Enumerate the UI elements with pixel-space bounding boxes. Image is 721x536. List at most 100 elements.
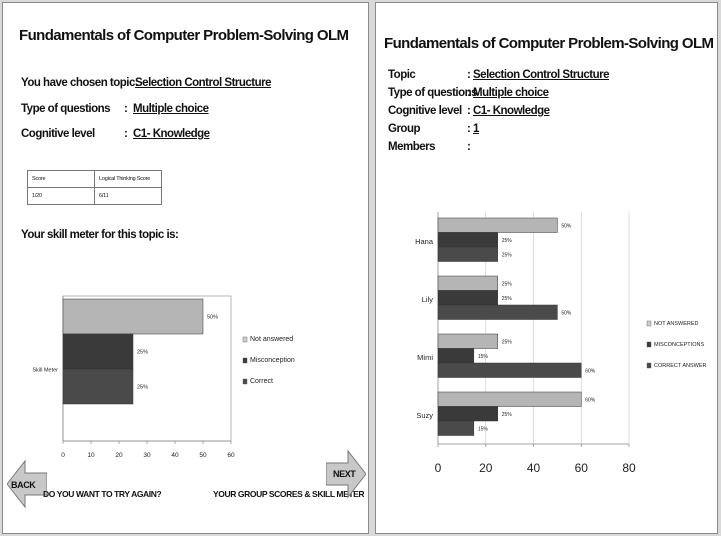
legend-label: MISCONCEPTIONS bbox=[654, 342, 704, 348]
colon: : bbox=[467, 123, 471, 135]
data-label: 25% bbox=[137, 350, 148, 356]
bar bbox=[62, 368, 134, 405]
bar bbox=[437, 333, 498, 349]
logical-score-header: Logical Thinking Score bbox=[94, 170, 162, 188]
data-label: 50% bbox=[561, 223, 572, 229]
table-row: Score Logical Thinking Score bbox=[27, 170, 162, 188]
data-label: 15% bbox=[478, 426, 489, 432]
bar bbox=[437, 348, 475, 364]
x-tick-label: 40 bbox=[171, 452, 179, 459]
bar bbox=[437, 304, 558, 320]
category-label: Skill Meter bbox=[32, 368, 58, 374]
question-type-label: Type of questions bbox=[388, 87, 478, 99]
bar bbox=[437, 217, 558, 233]
colon: : bbox=[467, 105, 471, 117]
category-label: Mimi bbox=[417, 353, 433, 362]
legend-swatch bbox=[646, 341, 652, 348]
x-tick-label: 80 bbox=[622, 461, 636, 475]
x-tick-label: 60 bbox=[227, 452, 235, 459]
data-label: 25% bbox=[502, 252, 513, 258]
legend-label: Misconception bbox=[250, 357, 295, 364]
topic-value: Selection Control Structure bbox=[473, 69, 610, 81]
legend-label: CORRECT ANSWER bbox=[654, 363, 706, 369]
data-label: 25% bbox=[502, 296, 513, 302]
legend-label: Correct bbox=[250, 378, 273, 385]
category-label: Suzy bbox=[416, 411, 433, 420]
question-type-label: Type of questions bbox=[21, 103, 111, 115]
next-arrow-icon bbox=[326, 449, 366, 499]
topic-label: Topic bbox=[388, 69, 416, 81]
table-row: 1/20 6/11 bbox=[27, 187, 162, 205]
group-scores-chart: 0 20 40 60 80 Hana 50% 25% 25% Lily 25% 25% 50% Mimi 2… bbox=[415, 212, 706, 475]
score-header: Score bbox=[27, 170, 95, 188]
back-button[interactable] bbox=[7, 459, 47, 509]
group-value[interactable]: 1 bbox=[473, 123, 479, 135]
bar bbox=[437, 420, 475, 436]
page-title: Fundamentals of Computer Problem-Solving… bbox=[19, 27, 349, 44]
try-again-link[interactable]: DO YOU WANT TO TRY AGAIN? bbox=[43, 489, 162, 499]
data-label: 25% bbox=[502, 238, 513, 244]
x-tick-label: 40 bbox=[527, 461, 541, 475]
data-label: 25% bbox=[502, 412, 513, 418]
skill-meter-heading: Your skill meter for this topic is: bbox=[21, 229, 179, 241]
bar bbox=[437, 275, 498, 291]
colon: : bbox=[124, 128, 128, 140]
topic-value: Selection Control Structure bbox=[135, 77, 272, 89]
x-tick-label: 50 bbox=[199, 452, 207, 459]
page-title: Fundamentals of Computer Problem-Solving… bbox=[384, 35, 714, 52]
cognitive-level-label: Cognitive level bbox=[21, 128, 95, 140]
score-table: Score Logical Thinking Score 1/20 6/11 bbox=[27, 170, 162, 205]
cognitive-level-label: Cognitive level bbox=[388, 105, 462, 117]
colon: : bbox=[467, 87, 471, 99]
legend-swatch bbox=[646, 362, 652, 369]
x-tick-label: 20 bbox=[479, 461, 493, 475]
x-tick-label: 0 bbox=[435, 461, 442, 475]
question-type-value: Multiple choice bbox=[133, 103, 209, 115]
data-label: 25% bbox=[137, 385, 148, 391]
cognitive-level-value: C1- Knowledge bbox=[473, 105, 550, 117]
data-label: 60% bbox=[585, 397, 596, 403]
colon: : bbox=[467, 69, 471, 81]
legend-swatch bbox=[242, 357, 248, 364]
x-tick-label: 30 bbox=[143, 452, 151, 459]
next-label[interactable]: NEXT bbox=[333, 469, 356, 479]
legend-label: Not answered bbox=[250, 336, 293, 343]
colon: : bbox=[467, 141, 471, 153]
group-label: Group bbox=[388, 123, 421, 135]
data-label: 60% bbox=[585, 368, 596, 374]
group-scores-link[interactable]: YOUR GROUP SCORES & SKILL METER bbox=[213, 489, 365, 499]
legend-label: NOT ANSWERED bbox=[654, 321, 699, 327]
logical-score-value: 6/11 bbox=[94, 187, 162, 205]
legend-swatch bbox=[242, 336, 248, 343]
category-label: Lily bbox=[422, 295, 434, 304]
bar bbox=[62, 298, 204, 335]
next-button[interactable] bbox=[326, 449, 366, 499]
bar bbox=[437, 246, 498, 262]
bar bbox=[437, 406, 498, 422]
bar bbox=[437, 290, 498, 306]
data-label: 25% bbox=[502, 281, 513, 287]
skill-meter-chart: 0 10 20 30 40 50 60 Skill Meter 50% 25% 25% Not ans… bbox=[32, 295, 295, 459]
individual-olm-panel: Fundamentals of Computer Problem-Solving… bbox=[2, 2, 369, 534]
back-arrow-icon bbox=[7, 459, 47, 509]
cognitive-level-value: C1- Knowledge bbox=[133, 128, 210, 140]
x-tick-label: 10 bbox=[87, 452, 95, 459]
category-label: Hana bbox=[415, 237, 434, 246]
bar bbox=[62, 333, 134, 370]
topic-label: You have chosen topic: bbox=[21, 77, 139, 89]
question-type-value: Multiple choice bbox=[473, 87, 549, 99]
x-tick-label: 20 bbox=[115, 452, 123, 459]
data-label: 25% bbox=[502, 339, 513, 345]
data-label: 15% bbox=[478, 354, 489, 360]
data-label: 50% bbox=[207, 315, 218, 321]
back-label[interactable]: BACK bbox=[11, 480, 36, 490]
x-tick-label: 0 bbox=[61, 452, 65, 459]
score-value: 1/20 bbox=[27, 187, 95, 205]
x-tick-label: 60 bbox=[575, 461, 589, 475]
data-label: 50% bbox=[561, 310, 572, 316]
bar bbox=[437, 232, 498, 248]
members-label: Members bbox=[388, 141, 436, 153]
bar bbox=[437, 362, 582, 378]
colon: : bbox=[124, 103, 128, 115]
legend-swatch bbox=[242, 378, 248, 385]
